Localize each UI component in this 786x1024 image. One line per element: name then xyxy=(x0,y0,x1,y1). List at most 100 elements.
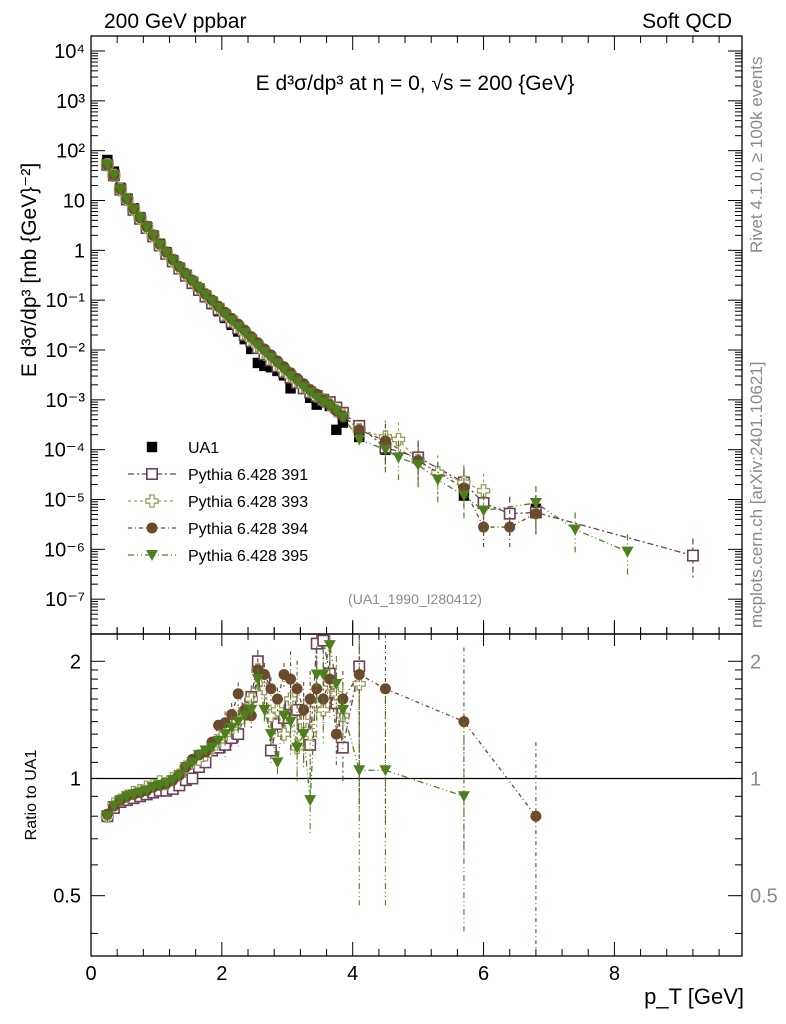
ratio-point xyxy=(134,787,147,799)
series-1 xyxy=(101,158,699,579)
data-point xyxy=(304,387,317,399)
header-left: 200 GeV ppbar xyxy=(104,10,246,33)
xtick-label: 8 xyxy=(609,963,620,985)
series-0 xyxy=(102,154,542,515)
data-point xyxy=(478,521,490,533)
data-point xyxy=(379,435,391,447)
main-ytick-label: 10⁻² xyxy=(46,340,86,362)
data-point xyxy=(285,383,296,394)
main-series xyxy=(100,154,699,579)
chart-title: E d³σ/dp³ at η = 0, √s = 200 {GeV} xyxy=(256,72,575,95)
ratio-point xyxy=(278,710,291,722)
data-point xyxy=(225,315,238,327)
data-point xyxy=(232,321,245,333)
legend-marker xyxy=(146,522,158,534)
data-point xyxy=(311,399,322,410)
ratio-ytick-label: 2 xyxy=(70,651,81,673)
legend-marker xyxy=(146,550,158,561)
ratio-point xyxy=(114,795,127,807)
legend-label: UA1 xyxy=(188,440,219,457)
legend-marker xyxy=(146,441,158,453)
ratio-point xyxy=(232,688,244,700)
ratio-point xyxy=(284,716,297,728)
data-point xyxy=(476,484,491,498)
ratio-ytick-label-right: 1 xyxy=(750,768,761,790)
ratio-point xyxy=(323,640,336,652)
data-point xyxy=(206,296,219,308)
ratio-point xyxy=(530,810,542,822)
data-point xyxy=(686,549,699,562)
ratio-ytick-label-right: 2 xyxy=(750,651,761,673)
legend-label: Pythia 6.428 391 xyxy=(188,467,308,484)
ratio-point xyxy=(166,775,179,787)
ratio-point xyxy=(311,683,323,695)
data-point xyxy=(278,364,291,376)
ratio-point xyxy=(199,745,212,757)
series-line xyxy=(106,164,484,492)
ratio-point xyxy=(186,772,199,785)
ratio-point xyxy=(101,811,114,823)
ratio-point xyxy=(379,683,391,695)
ratio-series-4 xyxy=(101,634,470,932)
ratio-panel-frame xyxy=(90,633,743,957)
data-point xyxy=(212,302,225,314)
data-point xyxy=(353,424,365,436)
ratio-point xyxy=(285,673,297,685)
main-ytick-label: 10⁻⁷ xyxy=(45,589,85,611)
data-point xyxy=(140,222,153,234)
ratio-point xyxy=(264,729,277,741)
legend-label: Pythia 6.428 393 xyxy=(188,494,308,511)
data-point xyxy=(569,524,582,536)
ratio-point xyxy=(379,765,392,777)
data-point xyxy=(246,343,257,355)
data-point xyxy=(153,239,166,251)
main-ytick-label: 10⁴ xyxy=(54,41,85,63)
ratio-point xyxy=(265,683,277,695)
main-ytick-label: 10⁻³ xyxy=(46,390,86,412)
data-point xyxy=(245,334,258,346)
data-point xyxy=(379,444,392,456)
data-point xyxy=(291,376,304,388)
ratio-point xyxy=(304,693,316,705)
ratio-point xyxy=(127,789,140,801)
data-point xyxy=(457,490,470,502)
data-point xyxy=(160,247,173,259)
ratio-point xyxy=(206,742,219,754)
ratio-point xyxy=(212,735,225,747)
data-point xyxy=(265,362,277,373)
legend: UA1 Pythia 6.428 391 Pythia 6.428 393 Pythi… xyxy=(128,440,308,565)
data-point xyxy=(264,352,277,364)
data-point xyxy=(271,358,284,370)
data-point xyxy=(238,327,251,339)
data-point xyxy=(621,546,634,558)
x-axis-label: p_T [GeV] xyxy=(644,984,744,1009)
ratio-point xyxy=(291,742,304,754)
data-point xyxy=(259,360,270,372)
series-4 xyxy=(101,159,634,575)
legend-label: Pythia 6.428 394 xyxy=(188,521,308,538)
xtick-label: 2 xyxy=(216,963,227,985)
legend-marker xyxy=(146,467,159,480)
ratio-point xyxy=(336,704,349,716)
x-ticks: 0 2 4 6 8 xyxy=(85,36,720,985)
ratio-point xyxy=(232,716,245,728)
ratio-point xyxy=(147,782,160,794)
data-point xyxy=(179,269,192,281)
ratio-point xyxy=(219,729,232,741)
data-point xyxy=(114,184,127,196)
data-point xyxy=(297,382,310,394)
ratio-ytick-label: 1 xyxy=(70,768,81,790)
data-point xyxy=(173,262,186,274)
ratio-point xyxy=(330,728,342,740)
data-point xyxy=(330,405,343,417)
ratio-point xyxy=(225,722,238,734)
main-ytick-label: 10⁻¹ xyxy=(46,290,86,312)
data-point xyxy=(529,498,542,510)
main-ticks: 10⁴ 10³ 10² 10 1 10⁻¹ 10⁻² 10⁻³ 10⁻⁴ 10⁻⁵ 10⁻⁶ 10⁻⁷ xyxy=(44,35,742,635)
legend-entry: Pythia 6.428 393 xyxy=(128,494,308,511)
header-right: Soft QCD xyxy=(642,10,732,33)
ratio-point xyxy=(120,791,133,803)
data-point xyxy=(310,392,323,404)
ratio-point xyxy=(277,727,291,741)
